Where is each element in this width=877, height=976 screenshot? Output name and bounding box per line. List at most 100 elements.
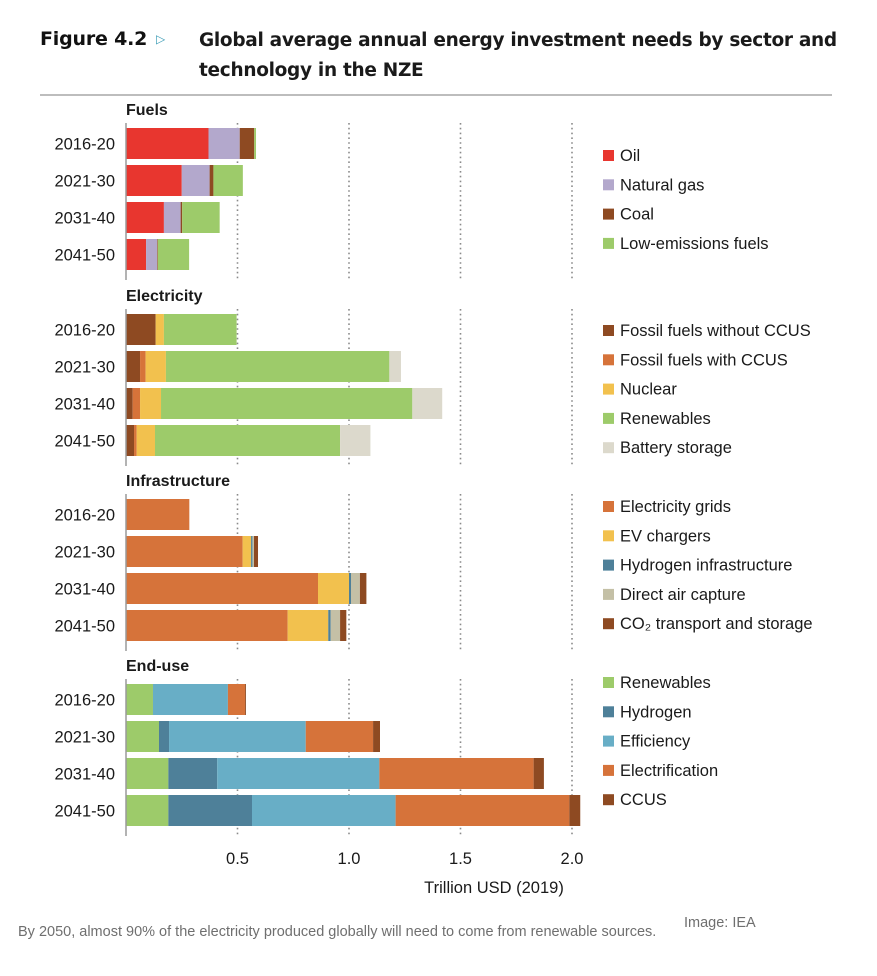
- bar-segment-oil: [126, 202, 164, 233]
- bar-segment-electrification: [379, 758, 534, 789]
- bar-segment-hydrogen: [168, 795, 252, 826]
- category-label: 2021-30: [54, 729, 115, 747]
- bar-segment-renewables: [154, 425, 341, 456]
- legend-label: Hydrogen infrastructure: [620, 557, 792, 575]
- bar-segment-efficiency: [152, 684, 228, 715]
- bar-segment-natural-gas: [146, 239, 158, 270]
- legend-swatch: [603, 677, 614, 688]
- legend-swatch: [603, 764, 614, 776]
- bar-segment-nuclear: [140, 388, 162, 419]
- bar-segment-low-emissions-fuels: [213, 165, 243, 196]
- bar-segment-coal: [157, 239, 158, 270]
- bar-segment-co-transport-and-storage: [359, 573, 367, 604]
- bar-segment-co-transport-and-storage: [254, 536, 259, 567]
- bar-segment-ccus: [533, 758, 544, 789]
- legend-label: Direct air capture: [620, 586, 746, 604]
- bar-segment-fossil-fuels-without-ccus: [126, 314, 156, 345]
- header-divider: [40, 94, 832, 96]
- bar-segment-electrification: [395, 795, 570, 826]
- category-label: 2016-20: [54, 136, 115, 154]
- bar-segment-co-transport-and-storage: [340, 610, 347, 641]
- bar-segment-ev-chargers: [318, 573, 349, 604]
- bar-segment-fossil-fuels-with-ccus: [140, 351, 146, 382]
- bar-segment-battery-storage: [389, 351, 401, 382]
- bar-segment-renewables: [126, 795, 169, 826]
- bar-segment-hydrogen-infrastructure: [251, 536, 253, 567]
- bar-segment-direct-air-capture: [330, 610, 341, 641]
- bar-segment-fossil-fuels-without-ccus: [126, 425, 135, 456]
- bar-segment-battery-storage: [340, 425, 371, 456]
- category-label: 2041-50: [54, 433, 115, 451]
- x-tick-label: 1.0: [338, 850, 361, 868]
- section-label-electricity: Electricity: [126, 288, 203, 305]
- category-label: 2031-40: [54, 581, 115, 599]
- bar-segment-hydrogen: [168, 758, 218, 789]
- x-tick-label: 1.5: [449, 850, 472, 868]
- legend-swatch: [603, 354, 614, 366]
- legend-label: Fossil fuels with CCUS: [620, 351, 788, 369]
- category-label: 2031-40: [54, 210, 115, 228]
- legend-swatch: [603, 501, 614, 512]
- triangle-right-icon: ▷: [156, 32, 166, 46]
- image-credit: Image: IEA: [684, 915, 756, 931]
- legend-swatch: [603, 383, 614, 395]
- legend-label: Natural gas: [620, 176, 704, 194]
- legend-swatch: [603, 559, 614, 571]
- image-caption: By 2050, almost 90% of the electricity p…: [18, 924, 657, 940]
- legend-label: Electrification: [620, 762, 718, 780]
- bar-segment-renewables: [165, 351, 390, 382]
- legend-swatch: [603, 325, 614, 336]
- bar-segment-ccus: [245, 684, 246, 715]
- bar-segment-ev-chargers: [287, 610, 329, 641]
- bar-segment-battery-storage: [412, 388, 443, 419]
- legend-swatch: [603, 179, 614, 191]
- bar-segment-natural-gas: [163, 202, 181, 233]
- legend-label: Coal: [620, 206, 654, 224]
- category-label: 2016-20: [54, 507, 115, 525]
- bar-segment-hydrogen-infrastructure: [328, 610, 331, 641]
- bar-segment-coal: [209, 165, 214, 196]
- bar-segment-nuclear: [145, 351, 166, 382]
- legend-label: CO₂ transport and storage: [620, 615, 813, 633]
- bar-segment-renewables: [126, 721, 160, 752]
- stacked-bar-chart: Fuels 2016-20 2021-30 2031-40 2041-50 Oil Natu…: [54, 102, 813, 897]
- legend-label: CCUS: [620, 791, 667, 809]
- bar-segment-nuclear: [155, 314, 164, 345]
- legend-label: Renewables: [620, 674, 711, 692]
- legend-label: Electricity grids: [620, 498, 731, 516]
- bar-segment-fossil-fuels-with-ccus: [132, 388, 141, 419]
- bar-segment-oil: [126, 165, 182, 196]
- legend-label: Hydrogen: [620, 703, 692, 721]
- bar-segment-low-emissions-fuels: [182, 202, 220, 233]
- bar-segment-electrification: [227, 684, 246, 715]
- category-label: 2021-30: [54, 359, 115, 377]
- bar-segment-electrification: [305, 721, 374, 752]
- bar-segment-oil: [126, 128, 209, 159]
- category-label: 2016-20: [54, 692, 115, 710]
- category-label: 2041-50: [54, 803, 115, 821]
- legend-label: Nuclear: [620, 381, 677, 399]
- bar-segment-low-emissions-fuels: [254, 128, 257, 159]
- legend-swatch: [603, 735, 614, 747]
- bar-segment-fossil-fuels-with-ccus: [134, 425, 137, 456]
- x-tick-label: 2.0: [561, 850, 584, 868]
- bar-segment-ccus: [373, 721, 380, 752]
- x-axis-title: Trillion USD (2019): [424, 879, 564, 897]
- legend-label: Oil: [620, 147, 640, 165]
- legend-swatch: [603, 588, 614, 600]
- legend-swatch: [603, 150, 614, 161]
- bar-segment-nuclear: [136, 425, 155, 456]
- bar-segment-ccus: [569, 795, 581, 826]
- legend-swatch: [603, 208, 614, 220]
- legend-swatch: [603, 442, 614, 454]
- legend-label: EV chargers: [620, 527, 711, 545]
- bar-segment-electricity-grids: [126, 536, 243, 567]
- legend-swatch: [603, 530, 614, 542]
- bar-segment-ev-chargers: [242, 536, 252, 567]
- bar-segment-hydrogen-infrastructure: [349, 573, 352, 604]
- bar-segment-renewables: [126, 758, 169, 789]
- bar-segment-natural-gas: [208, 128, 240, 159]
- bar-segment-fossil-fuels-without-ccus: [126, 351, 141, 382]
- bar-segment-coal: [180, 202, 183, 233]
- legend-label: Efficiency: [620, 733, 691, 751]
